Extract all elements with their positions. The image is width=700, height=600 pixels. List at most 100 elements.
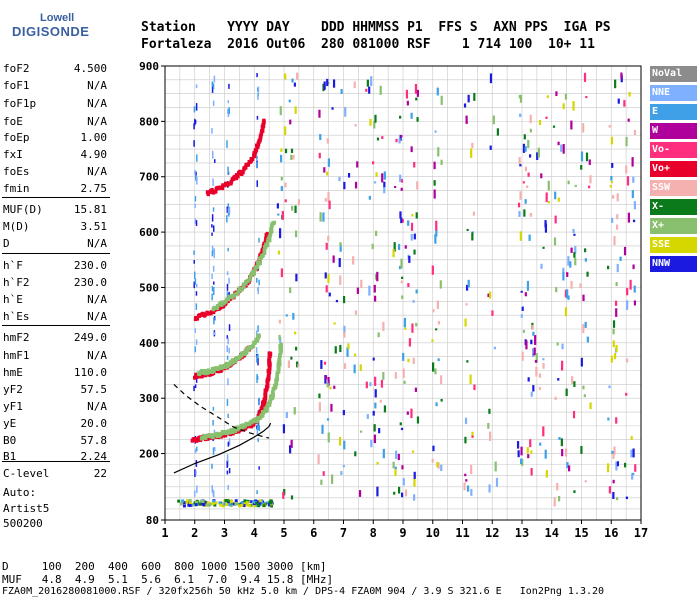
echo-mark bbox=[524, 166, 528, 172]
echo-mark bbox=[406, 100, 409, 106]
echo-mark bbox=[528, 234, 531, 241]
spur-mark bbox=[226, 345, 228, 353]
echo-mark bbox=[616, 193, 619, 202]
echo-mark bbox=[436, 87, 439, 96]
echo-mark bbox=[399, 211, 402, 219]
echo-mark bbox=[400, 258, 403, 269]
es-echo-mark bbox=[189, 501, 193, 505]
echo-mark bbox=[382, 372, 385, 380]
echo-mark bbox=[521, 306, 524, 311]
echo-mark bbox=[297, 364, 300, 367]
echo-mark bbox=[584, 258, 587, 262]
echo-mark bbox=[633, 285, 636, 293]
es-echo-mark bbox=[214, 501, 218, 505]
echo-mark bbox=[434, 130, 437, 133]
echo-mark bbox=[439, 280, 442, 289]
es-echo-mark bbox=[246, 503, 250, 507]
echo-mark bbox=[414, 387, 418, 392]
echo-mark bbox=[278, 319, 281, 324]
spur-mark bbox=[227, 413, 229, 419]
es-echo-mark bbox=[204, 503, 208, 507]
echo-mark bbox=[404, 489, 408, 497]
x-tick-label: 6 bbox=[310, 526, 317, 540]
echo-mark bbox=[584, 321, 587, 328]
trace-point bbox=[255, 265, 260, 270]
echo-mark bbox=[401, 276, 404, 279]
echo-mark bbox=[487, 293, 490, 298]
es-echo-mark bbox=[218, 501, 222, 505]
echo-mark bbox=[279, 154, 283, 163]
es-echo-mark bbox=[227, 500, 231, 504]
echo-mark bbox=[488, 484, 491, 493]
echo-mark bbox=[437, 462, 440, 469]
echo-mark bbox=[434, 368, 437, 375]
echo-mark bbox=[562, 267, 565, 273]
echo-mark bbox=[374, 389, 377, 398]
echo-mark bbox=[616, 214, 619, 220]
echo-mark bbox=[374, 114, 377, 123]
echo-mark bbox=[519, 164, 522, 167]
param-value-2: N/A bbox=[87, 97, 107, 110]
spur-mark bbox=[257, 325, 259, 332]
echo-mark bbox=[528, 154, 532, 158]
spur-mark bbox=[226, 335, 229, 339]
trace-point bbox=[223, 433, 228, 438]
echo-mark bbox=[280, 176, 283, 181]
x-tick-label: 4 bbox=[251, 526, 258, 540]
echo-mark bbox=[374, 274, 378, 280]
echo-mark bbox=[467, 94, 470, 103]
echo-mark bbox=[344, 106, 347, 117]
trace-point bbox=[267, 372, 271, 377]
trace-point bbox=[252, 271, 257, 276]
spur-mark bbox=[196, 176, 198, 185]
echo-mark bbox=[464, 473, 467, 477]
echo-mark bbox=[580, 357, 583, 367]
spur-mark bbox=[194, 118, 196, 126]
echo-mark bbox=[583, 394, 586, 398]
echo-mark bbox=[610, 175, 613, 181]
echo-mark bbox=[538, 386, 541, 390]
param-name-22: B1 bbox=[3, 450, 17, 463]
trace-point bbox=[224, 299, 228, 304]
auto-code: 500200 bbox=[3, 517, 43, 530]
legend-item-x-: X+ bbox=[650, 218, 697, 234]
echo-mark bbox=[631, 157, 634, 167]
echo-mark bbox=[530, 339, 533, 345]
echo-mark bbox=[326, 138, 329, 144]
echo-mark bbox=[416, 89, 420, 97]
es-echo-mark bbox=[232, 502, 236, 506]
es-echo-mark bbox=[206, 503, 210, 507]
echo-mark bbox=[437, 358, 440, 362]
echo-mark bbox=[410, 233, 413, 241]
spur-mark bbox=[211, 463, 213, 469]
x-tick-label: 17 bbox=[634, 526, 648, 540]
param-value-1: N/A bbox=[87, 79, 107, 92]
echo-mark bbox=[495, 477, 499, 487]
trace-point bbox=[272, 220, 277, 225]
param-value-21: 57.8 bbox=[80, 434, 108, 447]
echo-mark bbox=[544, 223, 548, 233]
echo-mark bbox=[554, 396, 557, 400]
spur-mark bbox=[194, 346, 196, 353]
echo-mark bbox=[607, 417, 610, 421]
es-echo-mark bbox=[253, 504, 257, 508]
spur-mark bbox=[213, 159, 216, 163]
echo-mark bbox=[328, 200, 331, 210]
echo-mark bbox=[321, 424, 324, 434]
x-tick-label: 1 bbox=[161, 526, 168, 540]
trace-point bbox=[256, 142, 261, 147]
spur-mark bbox=[212, 100, 215, 107]
echo-mark bbox=[416, 416, 420, 424]
echo-mark bbox=[494, 461, 497, 472]
x-tick-label: 14 bbox=[545, 526, 559, 540]
echo-mark bbox=[539, 442, 542, 446]
es-echo-mark bbox=[188, 499, 192, 503]
echo-mark bbox=[289, 119, 292, 125]
echo-mark bbox=[320, 360, 323, 369]
trace-point bbox=[215, 306, 220, 311]
echo-mark bbox=[401, 219, 404, 223]
echo-mark bbox=[538, 119, 542, 126]
echo-mark bbox=[366, 79, 369, 87]
echo-mark bbox=[469, 374, 472, 384]
spur-mark bbox=[226, 355, 229, 360]
